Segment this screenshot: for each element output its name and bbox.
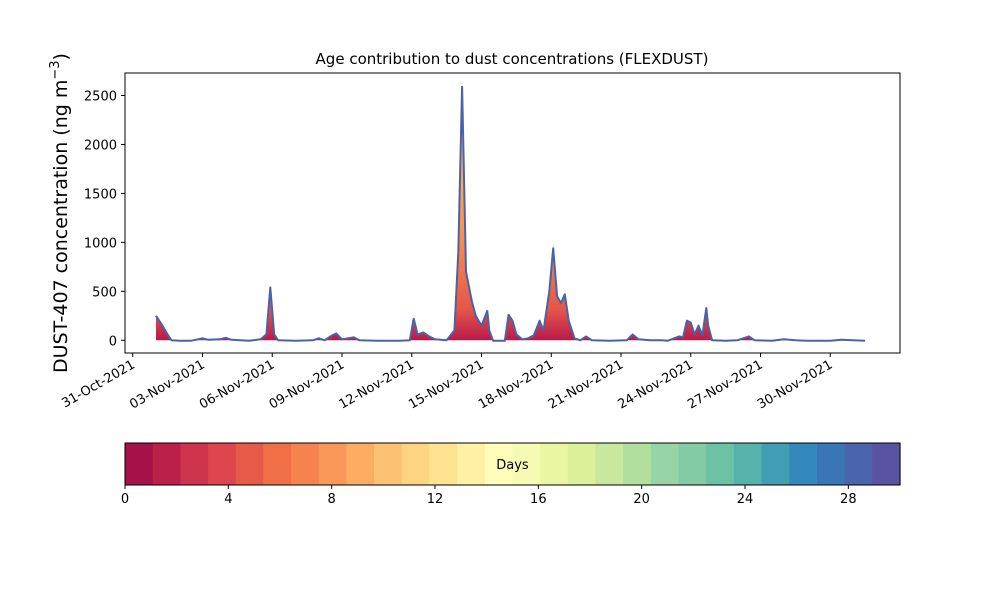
colorbar-segment: [374, 443, 403, 485]
colorbar-segment: [650, 443, 680, 485]
colorbar-segment: [152, 443, 181, 485]
x-tick-label: 18-Nov-2021: [476, 357, 556, 412]
colorbar-segment: [318, 443, 348, 485]
colorbar-segment: [706, 443, 735, 485]
colorbar-tick-label: 28: [840, 492, 857, 507]
y-axis-label-main: DUST-407 concentration (ng m: [50, 80, 72, 373]
x-tick-label: 12-Nov-2021: [336, 357, 416, 412]
x-axis: 31-Oct-202103-Nov-202106-Nov-202109-Nov-…: [59, 353, 835, 412]
colorbar-tick-label: 12: [427, 492, 444, 507]
colorbar-segment: [401, 443, 431, 485]
colorbar-segment: [235, 443, 264, 485]
y-tick-label: 2500: [84, 90, 117, 105]
y-axis-label: DUST-407 concentration (ng m−3): [48, 53, 72, 373]
colorbar-frame: [124, 442, 901, 486]
colorbar-segment: [291, 443, 320, 485]
colorbar-segment: [512, 443, 541, 485]
total-concentration-line: [155, 85, 866, 342]
y-axis-label-close: ): [50, 53, 72, 60]
colorbar-segment: [429, 443, 458, 485]
x-tick-label: 03-Nov-2021: [127, 357, 207, 412]
y-axis: 0 500 1000 1500 2000 2500: [84, 90, 125, 349]
colorbar-segment: [816, 443, 846, 485]
colorbar-segment: [789, 443, 818, 485]
colorbar-segment: [484, 443, 514, 485]
chart-title: Age contribution to dust concentrations …: [316, 50, 709, 68]
colorbar-segment: [678, 443, 707, 485]
y-tick-label: 1000: [84, 236, 117, 251]
x-tick-label: 24-Nov-2021: [615, 357, 695, 412]
colorbar-segment: [125, 443, 154, 485]
x-tick-label: 09-Nov-2021: [267, 357, 347, 412]
colorbar-segment: [567, 443, 597, 485]
colorbar-segment: [180, 443, 209, 485]
x-tick-label: 06-Nov-2021: [197, 357, 277, 412]
colorbar-tick-label: 0: [121, 492, 129, 507]
colorbar-tick-label: 24: [737, 492, 754, 507]
x-tick-label: 27-Nov-2021: [685, 357, 765, 412]
colorbar-label: Days: [496, 458, 529, 473]
plot-frame: [124, 72, 901, 354]
colorbar-segment: [844, 443, 873, 485]
colorbar-segment: [346, 443, 375, 485]
x-tick-label: 30-Nov-2021: [755, 357, 835, 412]
y-tick-label: 0: [109, 334, 117, 349]
colorbar-tick-label: 4: [224, 492, 232, 507]
colorbar-segment: [595, 443, 624, 485]
colorbar-segment: [761, 443, 790, 485]
age-contribution-area: [156, 86, 866, 341]
colorbar-tick-label: 16: [530, 492, 547, 507]
colorbar-tick-label: 8: [328, 492, 336, 507]
y-axis-label-exponent: −3: [48, 60, 63, 79]
colorbar-segment: [457, 443, 486, 485]
colorbar: Days 0 4 8 12 16 20 24 28: [121, 442, 901, 507]
colorbar-segment: [623, 443, 652, 485]
colorbar-segment: [540, 443, 569, 485]
y-tick-label: 2000: [84, 138, 117, 153]
x-tick-label: 21-Nov-2021: [546, 357, 626, 412]
plot-area: [155, 85, 866, 342]
y-tick-label: 1500: [84, 187, 117, 202]
colorbar-segment: [208, 443, 237, 485]
colorbar-segment: [872, 443, 901, 485]
colorbar-tick-label: 20: [633, 492, 650, 507]
x-tick-label: 15-Nov-2021: [406, 357, 486, 412]
colorbar-segment: [263, 443, 292, 485]
colorbar-segment: [733, 443, 763, 485]
y-tick-label: 500: [92, 285, 117, 300]
